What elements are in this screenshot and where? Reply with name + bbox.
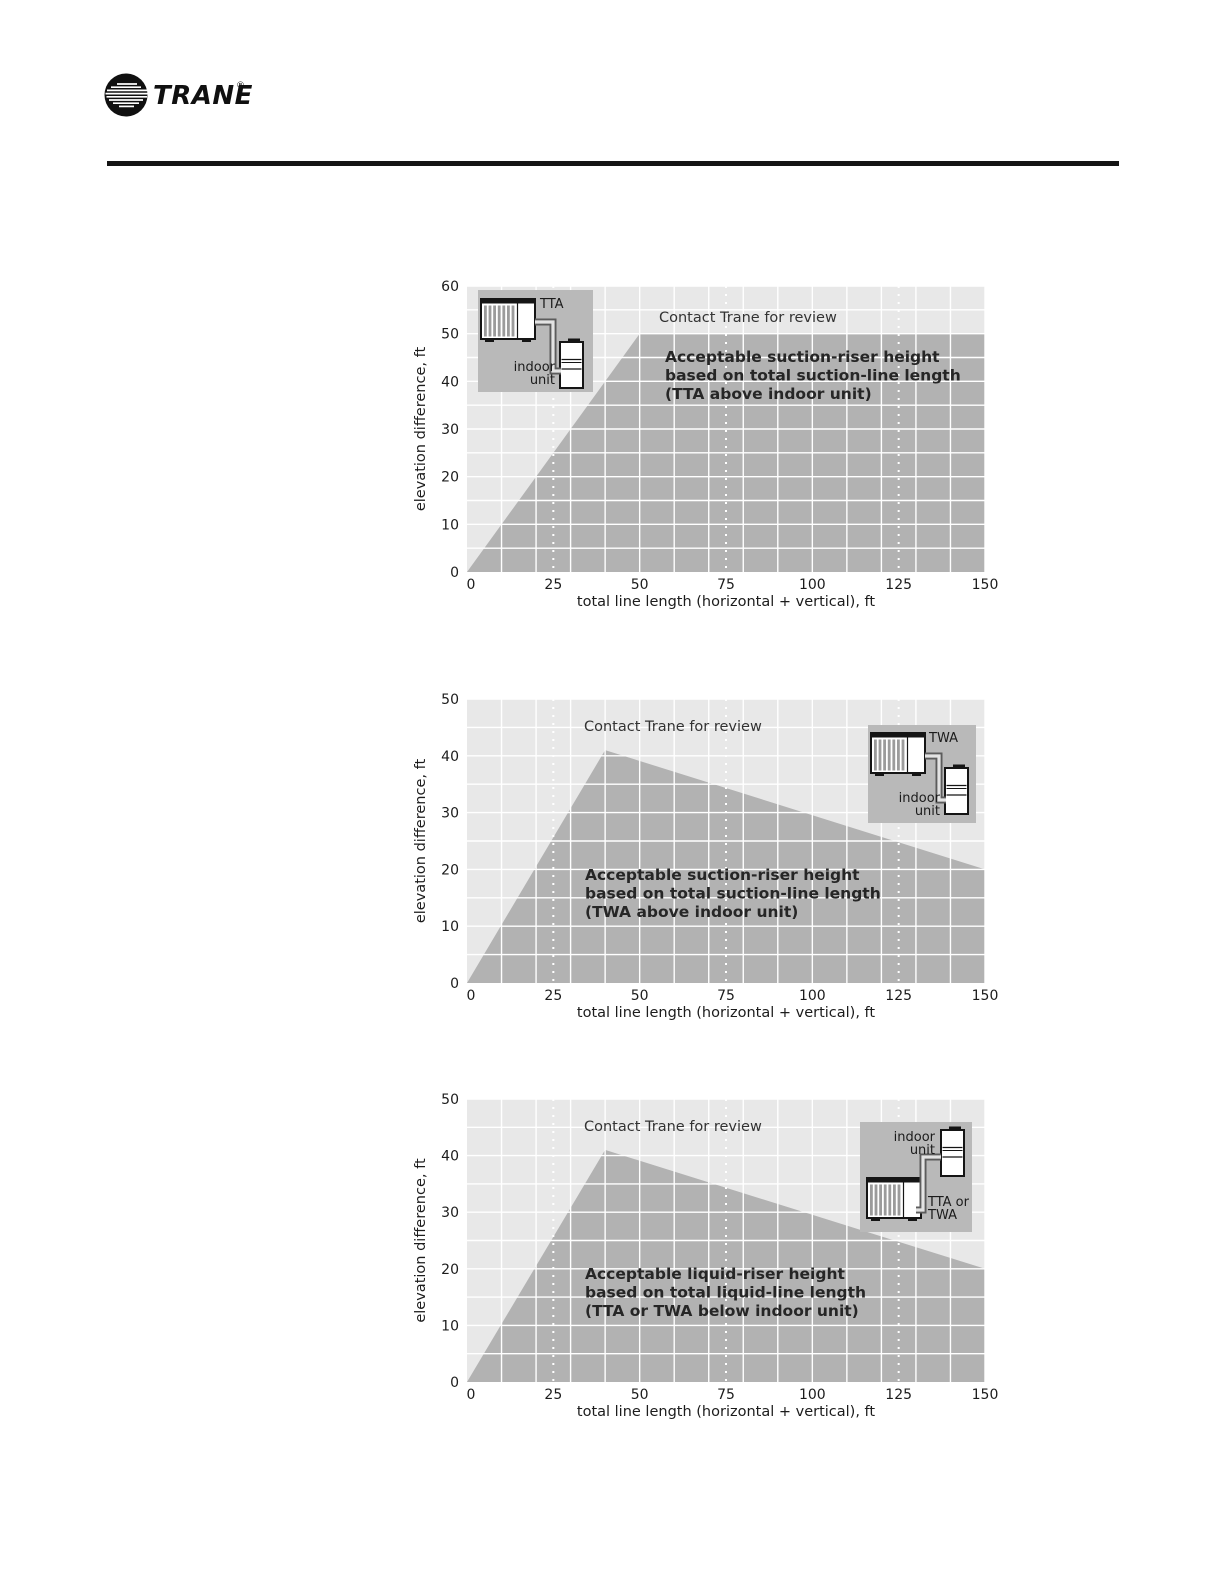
outdoor-unit-label-line1: TTA or <box>927 1195 970 1210</box>
y-tick-label: 40 <box>441 749 459 765</box>
region-annotation-line: Acceptable liquid-riser height <box>585 1265 845 1283</box>
x-axis-title: total line length (horizontal + vertical… <box>577 1005 876 1021</box>
x-tick-label: 25 <box>544 577 562 593</box>
x-tick-label: 25 <box>544 1387 562 1403</box>
indoor-unit-label-line1: indoor <box>899 791 941 806</box>
x-tick-label: 75 <box>717 1387 735 1403</box>
y-tick-label: 30 <box>441 806 459 822</box>
y-axis-title: elevation difference, ft <box>413 1158 429 1323</box>
x-tick-label: 125 <box>885 988 912 1004</box>
inset-diagram-twa-above: TWA indoor unit <box>868 725 976 823</box>
region-annotation-line: based on total liquid-line length <box>585 1283 866 1301</box>
x-tick-label: 150 <box>972 577 999 593</box>
region-annotation-line: (TWA above indoor unit) <box>585 903 798 921</box>
region-annotation-line: based on total suction-line length <box>585 884 881 902</box>
outdoor-unit-label-line2: TWA <box>927 1208 957 1223</box>
y-tick-label: 10 <box>441 919 459 935</box>
x-tick-label: 125 <box>885 1387 912 1403</box>
x-tick-label: 50 <box>631 988 649 1004</box>
acceptable-region <box>467 750 985 983</box>
y-tick-label: 20 <box>441 862 459 878</box>
region-annotation-line: (TTA or TWA below indoor unit) <box>585 1302 859 1320</box>
x-tick-label: 100 <box>799 988 826 1004</box>
y-tick-label: 0 <box>450 565 459 581</box>
outdoor-unit-drawing <box>866 1177 922 1222</box>
outdoor-unit-label: TWA <box>928 731 958 746</box>
x-tick-label: 0 <box>467 988 476 1004</box>
x-tick-label: 100 <box>799 1387 826 1403</box>
refrigerant-pipe <box>925 752 946 804</box>
indoor-unit-drawing <box>944 763 969 815</box>
refrigerant-pipe <box>535 318 561 375</box>
y-tick-label: 40 <box>441 374 459 390</box>
outdoor-unit-drawing <box>870 732 926 777</box>
indoor-unit-label-line2: unit <box>910 1143 935 1158</box>
region-annotation-line: Acceptable suction-riser height <box>665 348 940 366</box>
y-tick-label: 50 <box>441 327 459 343</box>
y-axis-title: elevation difference, ft <box>413 347 429 512</box>
y-tick-label: 60 <box>441 279 459 295</box>
region-annotation-line: (TTA above indoor unit) <box>665 385 872 403</box>
x-tick-label: 50 <box>631 577 649 593</box>
y-tick-label: 20 <box>441 470 459 486</box>
outdoor-unit-drawing <box>480 298 536 343</box>
outdoor-unit-label: TTA <box>539 297 564 312</box>
x-tick-label: 75 <box>717 988 735 1004</box>
y-tick-label: 30 <box>441 1205 459 1221</box>
acceptable-region <box>467 1149 985 1382</box>
x-tick-label: 150 <box>972 1387 999 1403</box>
region-annotation-line: based on total suction-line length <box>665 366 961 384</box>
contact-trane-note: Contact Trane for review <box>584 1119 762 1135</box>
y-tick-label: 0 <box>450 1375 459 1391</box>
x-tick-label: 100 <box>799 577 826 593</box>
x-tick-label: 75 <box>717 577 735 593</box>
trane-globe-icon <box>104 73 148 117</box>
y-tick-label: 50 <box>441 692 459 708</box>
trane-logo: TRANE ® <box>104 73 253 117</box>
y-tick-label: 40 <box>441 1149 459 1165</box>
trane-globe-stripes <box>105 83 161 108</box>
x-tick-label: 0 <box>467 1387 476 1403</box>
region-annotation-line: Acceptable suction-riser height <box>585 866 860 884</box>
x-tick-label: 25 <box>544 988 562 1004</box>
y-tick-label: 10 <box>441 1318 459 1334</box>
x-tick-label: 0 <box>467 577 476 593</box>
x-tick-label: 150 <box>972 988 999 1004</box>
refrigerant-pipe <box>916 1153 941 1214</box>
y-tick-label: 30 <box>441 422 459 438</box>
y-tick-label: 50 <box>441 1092 459 1108</box>
x-axis-title: total line length (horizontal + vertical… <box>577 1404 876 1420</box>
y-tick-label: 20 <box>441 1262 459 1278</box>
x-tick-label: 50 <box>631 1387 649 1403</box>
indoor-unit-label-line2: unit <box>915 804 940 819</box>
header-rule <box>107 161 1119 166</box>
x-axis-title: total line length (horizontal + vertical… <box>577 594 876 610</box>
registered-trademark-symbol: ® <box>236 81 245 91</box>
brand-wordmark: TRANE <box>153 81 253 111</box>
indoor-unit-label-line1: indoor <box>894 1130 936 1145</box>
indoor-unit-drawing <box>559 337 584 389</box>
indoor-unit-drawing <box>940 1125 965 1177</box>
inset-diagram-tta-twa-below: indoor unit TTA or TWA <box>860 1122 972 1232</box>
contact-trane-note: Contact Trane for review <box>659 310 837 326</box>
x-tick-label: 125 <box>885 577 912 593</box>
indoor-unit-label-line2: unit <box>530 373 555 388</box>
y-axis-title: elevation difference, ft <box>413 759 429 924</box>
contact-trane-note: Contact Trane for review <box>584 719 762 735</box>
y-tick-label: 10 <box>441 517 459 533</box>
indoor-unit-label-line1: indoor <box>514 360 556 375</box>
y-tick-label: 0 <box>450 976 459 992</box>
inset-diagram-tta-above: TTA indoor unit <box>478 290 593 392</box>
